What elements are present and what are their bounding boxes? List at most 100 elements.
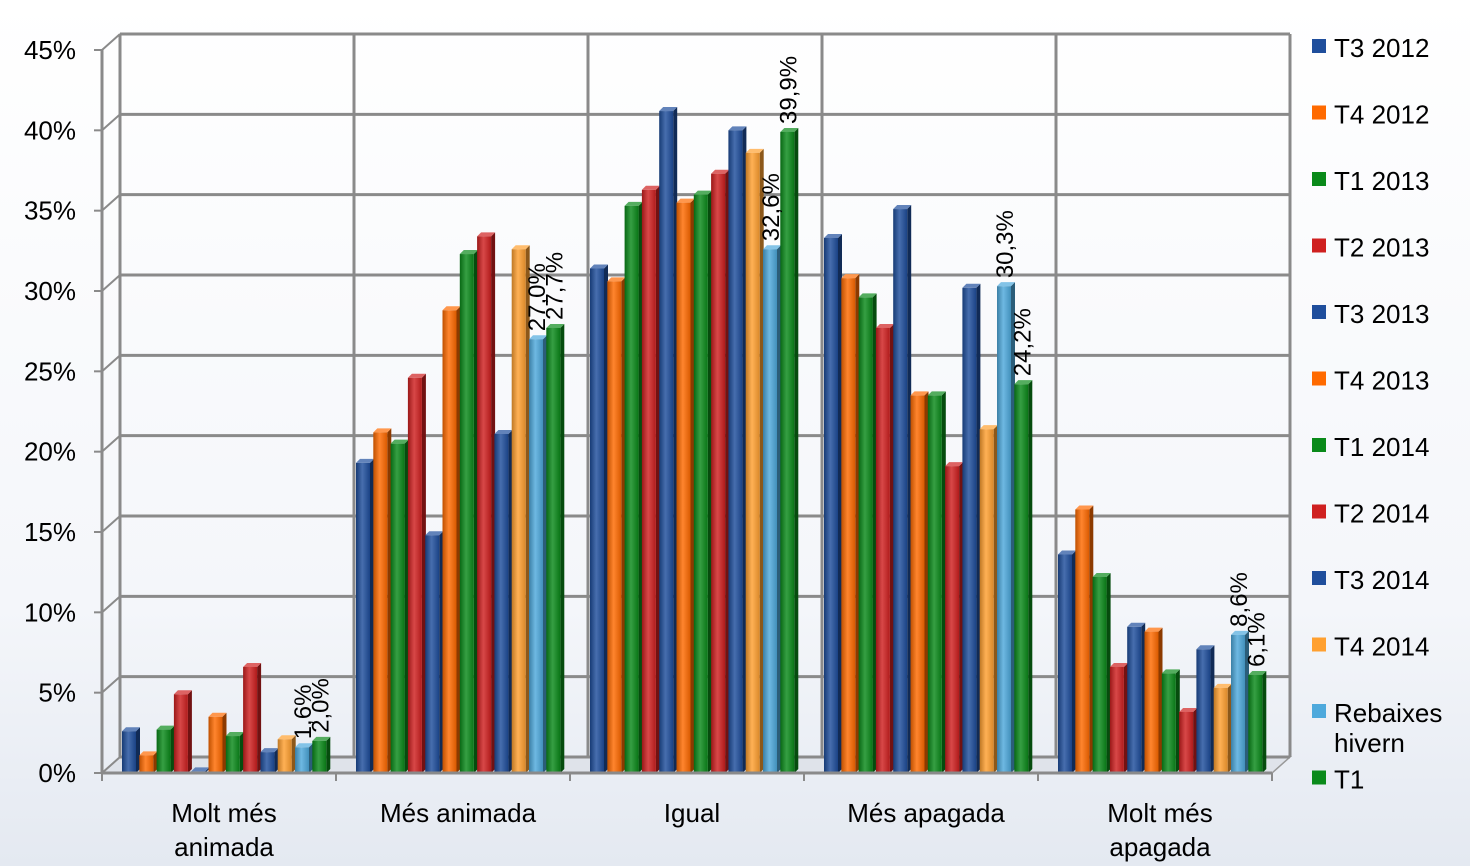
bar — [494, 429, 513, 773]
bar-side — [1106, 572, 1111, 773]
bar-front — [477, 236, 492, 773]
bar — [173, 690, 192, 773]
bar-top — [1179, 707, 1198, 712]
bar-front — [1179, 711, 1194, 773]
bar-side — [1158, 627, 1163, 773]
bar — [997, 282, 1015, 773]
y-tick-label: 35% — [24, 196, 76, 226]
bar-side — [136, 727, 140, 773]
bar — [841, 274, 860, 773]
bar-front — [312, 740, 327, 773]
bar-front — [997, 286, 1011, 773]
bar — [1014, 380, 1033, 773]
legend-swatch — [1312, 172, 1326, 186]
bar-top — [1058, 550, 1076, 555]
bar-front — [693, 194, 708, 774]
bar-top — [425, 531, 444, 536]
bar-side — [291, 735, 296, 773]
bar — [407, 373, 426, 773]
category-label: Igual — [664, 798, 720, 828]
legend-item: T4 2013 — [1312, 366, 1429, 396]
bar-front — [356, 462, 370, 773]
data-label: 24,2% — [1009, 308, 1036, 376]
bar-top — [875, 323, 894, 328]
bar-top — [927, 391, 946, 396]
bar-side — [872, 293, 877, 773]
bar-front — [624, 205, 639, 773]
bar — [208, 712, 227, 773]
legend-swatch — [1312, 371, 1326, 386]
bar-front — [1092, 576, 1107, 773]
bar-front — [173, 694, 188, 773]
gridline-wall — [101, 434, 121, 453]
bar — [277, 735, 296, 773]
bar-side — [560, 323, 565, 773]
bar-top — [390, 439, 409, 444]
bar-front — [1075, 509, 1090, 773]
bar-top — [1075, 505, 1094, 510]
bar — [511, 245, 530, 773]
data-label: 30,3% — [992, 210, 1019, 278]
bar — [824, 233, 842, 774]
legend-item: T4 2014 — [1312, 632, 1429, 662]
legend-item: T2 2014 — [1312, 499, 1429, 529]
legend-label: T1 2013 — [1334, 166, 1429, 196]
bar — [546, 323, 565, 773]
bar-front — [1144, 631, 1159, 773]
bar-top — [494, 429, 513, 434]
bar-front — [260, 752, 275, 773]
bar-front — [607, 281, 622, 773]
bar-front — [122, 731, 136, 773]
bar-top — [745, 148, 764, 153]
bar — [962, 283, 981, 773]
bar-top — [893, 205, 912, 210]
bar-front — [277, 739, 292, 773]
bar-side — [855, 274, 860, 773]
bar-top — [910, 391, 929, 396]
bar — [1127, 622, 1146, 773]
gridline-wall — [101, 354, 121, 373]
bar — [745, 148, 764, 773]
gridline-wall — [101, 193, 121, 212]
legend-swatch — [1312, 637, 1326, 652]
bar — [225, 732, 244, 773]
bar — [1213, 683, 1232, 773]
bar-side — [638, 201, 643, 773]
bar-front — [893, 209, 908, 773]
bar-front — [780, 131, 795, 773]
bar-front — [295, 747, 309, 773]
bar-top — [659, 107, 678, 112]
bar-front — [676, 202, 691, 774]
bar-front — [459, 254, 474, 774]
bar-side — [1028, 380, 1033, 773]
bar-side — [326, 736, 331, 773]
bar-front — [546, 327, 561, 773]
bar-front — [910, 395, 925, 773]
bar-side — [1210, 645, 1215, 773]
bar — [390, 439, 409, 773]
gridline-wall — [101, 675, 121, 694]
bar-side — [707, 190, 712, 774]
bar-top — [1109, 662, 1128, 667]
bar-front — [641, 189, 656, 773]
bar-front — [511, 249, 526, 773]
bar — [529, 335, 547, 773]
bar-top — [442, 306, 461, 311]
bar-side — [1262, 670, 1267, 773]
bar-front — [1248, 674, 1263, 773]
bar — [910, 391, 929, 773]
bar-top — [641, 185, 660, 190]
legend-label: T1 — [1334, 765, 1364, 795]
bar-side — [473, 250, 478, 774]
bar-side — [309, 743, 313, 773]
bar-top — [1144, 627, 1163, 632]
bar-front — [1058, 554, 1072, 773]
legend-swatch — [1312, 438, 1326, 452]
gridline-wall — [101, 595, 121, 614]
bar-front — [875, 327, 890, 773]
bar-top — [459, 250, 478, 255]
legend-swatch — [1312, 238, 1326, 253]
bar-top — [763, 245, 781, 250]
bar-side — [187, 690, 192, 773]
legend-swatch — [1312, 504, 1326, 519]
